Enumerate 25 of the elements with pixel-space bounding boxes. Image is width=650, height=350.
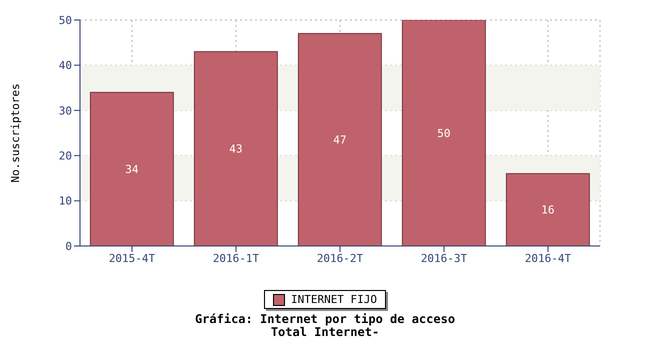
x-tick-label: 2015-4T — [108, 252, 156, 265]
y-tick-label: 10 — [58, 194, 72, 208]
y-axis-title: No.suscriptores — [8, 83, 22, 183]
bar — [194, 51, 278, 246]
x-tick-label: 2016-3T — [420, 252, 468, 265]
data-label: 47 — [333, 134, 347, 147]
bar — [298, 33, 382, 246]
bar — [402, 20, 486, 246]
x-tick-label: 2016-2T — [316, 252, 364, 265]
y-tick-label: 30 — [58, 104, 72, 118]
data-label: 16 — [541, 204, 555, 217]
data-label: 43 — [229, 142, 243, 156]
bar — [90, 92, 174, 246]
text: Gráfica: Internet por tipo de acceso — [194, 312, 456, 326]
data-label: 50 — [437, 126, 451, 140]
text: INTERNET FIJO — [290, 293, 378, 306]
x-tick-label: 2016-1T — [212, 252, 260, 265]
x-tick-label: 2016-4T — [524, 252, 572, 265]
y-tick-label: 20 — [58, 150, 72, 163]
data-label: 34 — [125, 163, 139, 176]
y-tick-label: 0 — [65, 240, 72, 253]
bar — [506, 173, 590, 246]
text: Total Internet- — [270, 325, 380, 339]
y-tick-label: 50 — [58, 14, 72, 27]
y-tick-label: 40 — [58, 59, 72, 72]
